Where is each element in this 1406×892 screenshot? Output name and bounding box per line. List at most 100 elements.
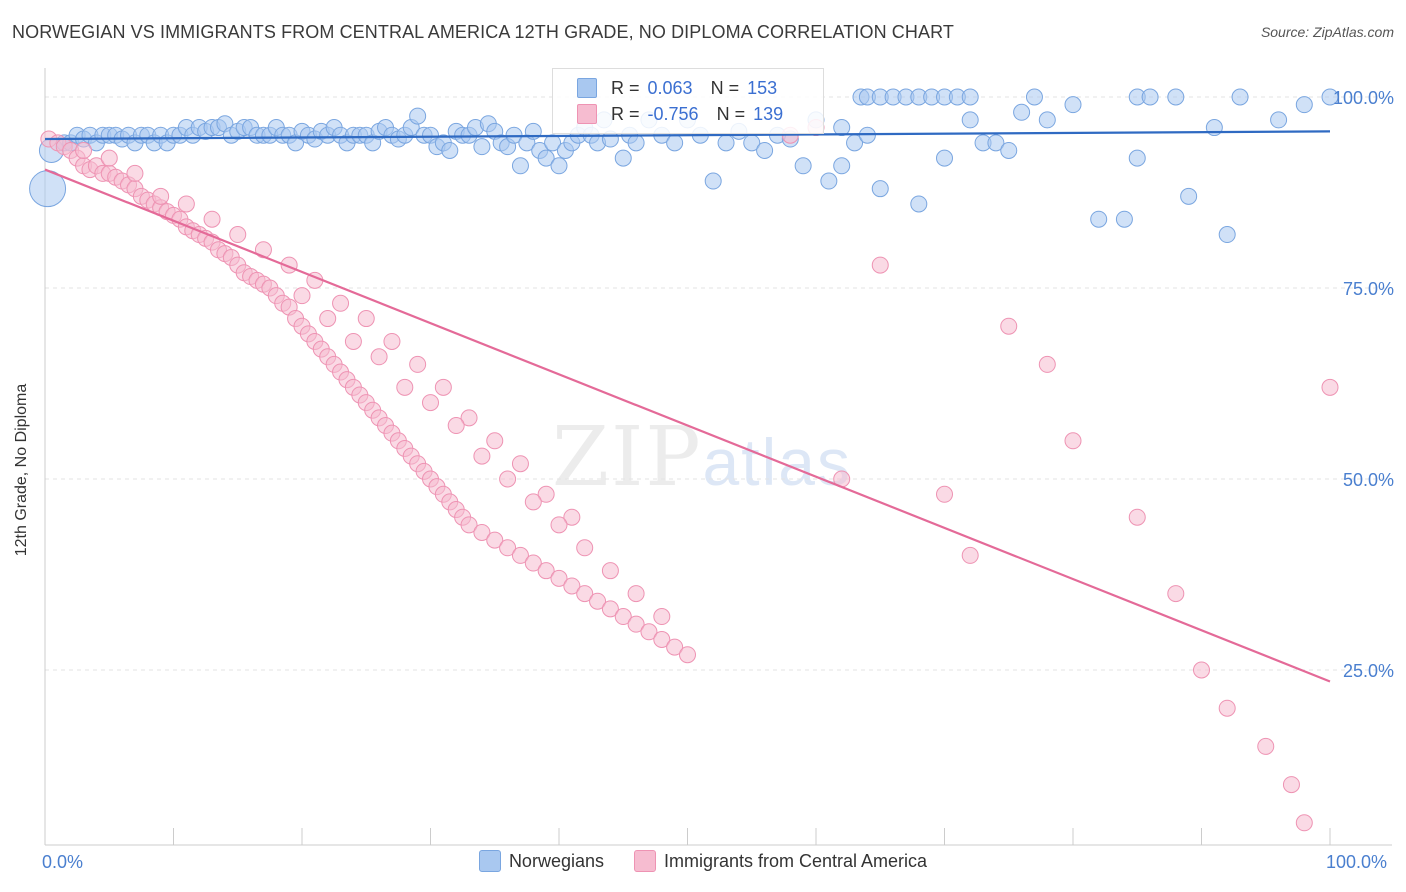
central-america-point <box>1193 661 1210 679</box>
central-america-point <box>100 149 118 167</box>
central-america-point <box>511 455 529 473</box>
norwegian-point <box>1115 210 1133 228</box>
central-america-point <box>396 378 414 396</box>
legend: Norwegians Immigrants from Central Ameri… <box>0 850 1406 872</box>
central-america-point <box>871 256 889 274</box>
norwegian-point <box>704 172 722 190</box>
y-tick-label-50: 50.0% <box>1342 470 1394 490</box>
central-america-point <box>422 394 439 412</box>
r-label: R = <box>611 77 640 98</box>
central-america-point <box>332 294 350 312</box>
norwegian-point <box>441 141 459 159</box>
norwegian-point <box>1231 88 1249 106</box>
central-america-point <box>653 630 671 648</box>
norwegian-point <box>1000 141 1018 159</box>
central-america-point <box>254 241 272 259</box>
inset-row-norwegians: R = 0.063 N = 153 <box>577 77 795 99</box>
central-america-point <box>344 332 362 350</box>
inset-legend: R = 0.063 N = 153 R = -0.756 N = 139 <box>552 68 824 134</box>
norwegian-point <box>627 134 645 152</box>
central-america-point <box>576 539 594 557</box>
y-axis-label: 12th Grade, No Diploma <box>13 383 30 557</box>
central-america-point <box>1295 814 1313 832</box>
legend-item-norwegians[interactable]: Norwegians <box>478 850 604 872</box>
pink-swatch-icon <box>577 104 597 124</box>
y-tick-label-100: 100.0% <box>1332 88 1394 108</box>
y-tick-label-75: 75.0% <box>1342 279 1394 299</box>
central-america-point <box>936 485 953 503</box>
pink-swatch-icon <box>633 850 656 872</box>
chart-source: Source: ZipAtlas.com <box>1260 24 1394 40</box>
central-america-point <box>229 226 247 244</box>
norwegian-point <box>1090 210 1108 228</box>
n-value: 139 <box>753 103 784 124</box>
central-america-point <box>383 332 401 350</box>
norwegian-point <box>544 134 562 152</box>
norwegian-point <box>1025 88 1043 106</box>
central-america-point <box>550 569 568 587</box>
norwegian-point <box>794 157 812 175</box>
central-america-point <box>601 600 619 618</box>
r-value: 0.063 <box>647 77 693 98</box>
central-america-trendline <box>44 168 1331 683</box>
r-label: R = <box>611 103 640 124</box>
norwegian-point <box>820 172 838 190</box>
norwegian-point <box>756 141 774 159</box>
central-america-point <box>1321 378 1339 396</box>
norwegian-point <box>1321 88 1339 106</box>
central-america-point <box>1064 432 1082 450</box>
central-america-point <box>524 554 542 572</box>
central-america-point <box>319 310 337 328</box>
norwegian-point <box>1167 88 1185 106</box>
norwegian-point <box>1180 187 1198 205</box>
central-america-point <box>460 516 478 534</box>
norwegian-point <box>409 107 427 125</box>
central-america-point <box>177 195 195 213</box>
central-america-point <box>1000 317 1018 335</box>
central-america-point <box>627 615 645 633</box>
norwegian-point <box>473 138 491 156</box>
norwegian-trendline <box>44 130 1331 141</box>
norwegian-point <box>987 134 1005 152</box>
norwegian-point <box>1038 111 1056 129</box>
central-america-point <box>1218 699 1236 717</box>
central-america-point <box>1167 585 1185 603</box>
central-america-point <box>203 210 221 228</box>
inset-row-central-america: R = -0.756 N = 139 <box>577 103 801 125</box>
central-america-point <box>499 539 517 557</box>
norwegian-point <box>1013 103 1031 121</box>
central-america-point <box>126 164 144 182</box>
norwegian-point <box>910 195 928 213</box>
central-america-point <box>511 546 529 564</box>
legend-label: Immigrants from Central America <box>663 850 928 871</box>
central-america-point <box>447 417 465 435</box>
central-america-point <box>473 447 491 465</box>
r-value: -0.756 <box>647 103 699 124</box>
central-america-point <box>409 355 427 373</box>
central-america-point <box>563 508 581 526</box>
central-america-point <box>370 348 388 366</box>
legend-item-central-america[interactable]: Immigrants from Central America <box>633 850 928 872</box>
norwegian-point <box>833 157 851 175</box>
x-tick-label-100: 100.0% <box>1326 852 1388 872</box>
norwegian-point <box>537 149 555 167</box>
norwegian-point <box>1064 96 1082 114</box>
x-tick-label-0: 0.0% <box>42 852 84 872</box>
norwegian-point <box>961 88 979 106</box>
norwegian-point <box>614 149 632 167</box>
y-tick-label-25: 25.0% <box>1342 661 1394 681</box>
central-america-point <box>653 608 671 626</box>
central-america-point <box>589 592 607 610</box>
central-america-point <box>614 608 632 626</box>
norwegian-point <box>666 134 684 152</box>
central-america-point <box>1038 355 1056 373</box>
central-america-point <box>550 516 568 534</box>
chart-title: NORWEGIAN VS IMMIGRANTS FROM CENTRAL AME… <box>12 22 954 42</box>
central-america-point <box>499 470 517 488</box>
watermark: ZIPatlas <box>552 410 852 505</box>
norwegian-point <box>1295 96 1313 114</box>
n-label: N = <box>716 103 746 124</box>
norwegian-point <box>833 119 851 137</box>
central-america-point <box>486 432 504 450</box>
